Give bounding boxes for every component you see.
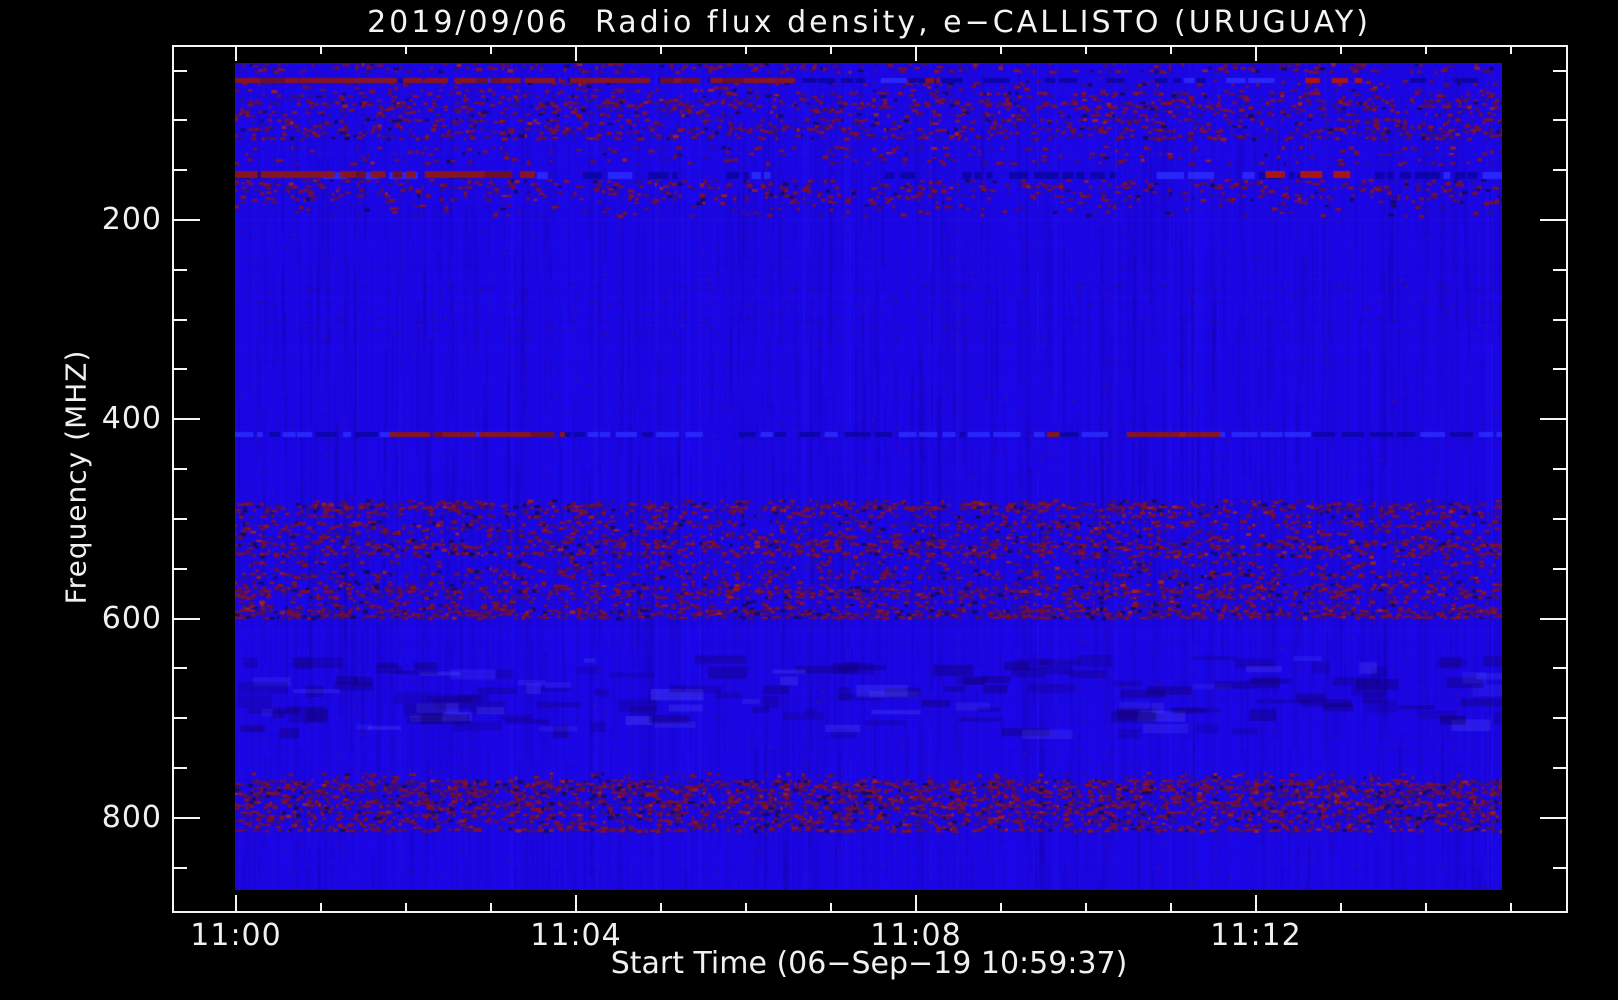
x-minor-tick — [1425, 903, 1427, 911]
x-major-tick — [915, 895, 917, 911]
y-major-tick-right — [1540, 618, 1566, 620]
x-tick-label: 11:08 — [870, 918, 962, 953]
y-minor-tick-right — [1553, 70, 1566, 72]
y-major-tick — [174, 618, 200, 620]
x-major-tick-top — [1255, 47, 1257, 61]
x-minor-tick — [490, 903, 492, 911]
y-minor-tick-right — [1553, 169, 1566, 171]
x-major-tick-top — [235, 47, 237, 61]
y-minor-tick-right — [1553, 717, 1566, 719]
y-tick-label: 600 — [101, 601, 162, 636]
x-major-tick — [1255, 895, 1257, 911]
x-minor-tick-top — [1000, 47, 1002, 54]
x-minor-tick — [745, 903, 747, 911]
y-minor-tick — [174, 867, 187, 869]
x-major-tick-top — [915, 47, 917, 61]
x-minor-tick — [1085, 903, 1087, 911]
x-minor-tick — [660, 903, 662, 911]
x-tick-label: 11:04 — [530, 918, 622, 953]
spectrogram-image — [235, 63, 1502, 890]
x-minor-tick-top — [1085, 47, 1087, 54]
y-minor-tick — [174, 70, 187, 72]
y-minor-tick — [174, 368, 187, 370]
plot-frame-left — [172, 45, 174, 913]
y-minor-tick-right — [1553, 319, 1566, 321]
y-minor-tick-right — [1553, 667, 1566, 669]
y-major-tick — [174, 219, 200, 221]
x-major-tick-top — [575, 47, 577, 61]
y-tick-label: 400 — [101, 401, 162, 436]
y-minor-tick — [174, 767, 187, 769]
x-minor-tick-top — [405, 47, 407, 54]
y-minor-tick-right — [1553, 269, 1566, 271]
y-tick-label: 800 — [101, 800, 162, 835]
y-major-tick-right — [1540, 817, 1566, 819]
y-minor-tick — [174, 667, 187, 669]
y-minor-tick — [174, 269, 187, 271]
x-minor-tick-top — [490, 47, 492, 54]
y-major-tick-right — [1540, 219, 1566, 221]
x-minor-tick-top — [1425, 47, 1427, 54]
x-major-tick — [235, 895, 237, 911]
plot-frame-top — [172, 45, 1568, 47]
x-minor-tick — [1340, 903, 1342, 911]
y-minor-tick-right — [1553, 368, 1566, 370]
y-minor-tick-right — [1553, 518, 1566, 520]
y-minor-tick — [174, 319, 187, 321]
chart-title: 2019/09/06 Radio flux density, e−CALLIST… — [367, 5, 1371, 40]
y-tick-label: 200 — [101, 202, 162, 237]
y-axis-label: Frequency (MHZ) — [59, 349, 93, 605]
x-minor-tick-top — [320, 47, 322, 54]
x-minor-tick-top — [830, 47, 832, 54]
x-minor-tick-top — [745, 47, 747, 54]
x-tick-label: 11:12 — [1210, 918, 1302, 953]
y-minor-tick-right — [1553, 119, 1566, 121]
y-minor-tick-right — [1553, 767, 1566, 769]
x-minor-tick — [1510, 903, 1512, 911]
y-minor-tick-right — [1553, 568, 1566, 570]
x-minor-tick-top — [1340, 47, 1342, 54]
x-tick-label: 11:00 — [190, 918, 282, 953]
y-minor-tick — [174, 717, 187, 719]
x-minor-tick-top — [1510, 47, 1512, 54]
y-minor-tick — [174, 518, 187, 520]
plot-frame-right — [1566, 45, 1568, 913]
y-minor-tick — [174, 169, 187, 171]
x-axis-label: Start Time (06−Sep−19 10:59:37) — [610, 946, 1128, 981]
y-major-tick — [174, 817, 200, 819]
y-minor-tick — [174, 119, 187, 121]
x-minor-tick — [1000, 903, 1002, 911]
x-minor-tick — [320, 903, 322, 911]
plot-frame-bottom — [172, 911, 1568, 913]
y-minor-tick — [174, 468, 187, 470]
y-minor-tick — [174, 568, 187, 570]
y-minor-tick-right — [1553, 468, 1566, 470]
x-minor-tick — [1170, 903, 1172, 911]
y-minor-tick-right — [1553, 867, 1566, 869]
x-minor-tick — [405, 903, 407, 911]
y-major-tick-right — [1540, 418, 1566, 420]
x-minor-tick-top — [660, 47, 662, 54]
x-major-tick — [575, 895, 577, 911]
x-minor-tick — [830, 903, 832, 911]
y-major-tick — [174, 418, 200, 420]
x-minor-tick-top — [1170, 47, 1172, 54]
